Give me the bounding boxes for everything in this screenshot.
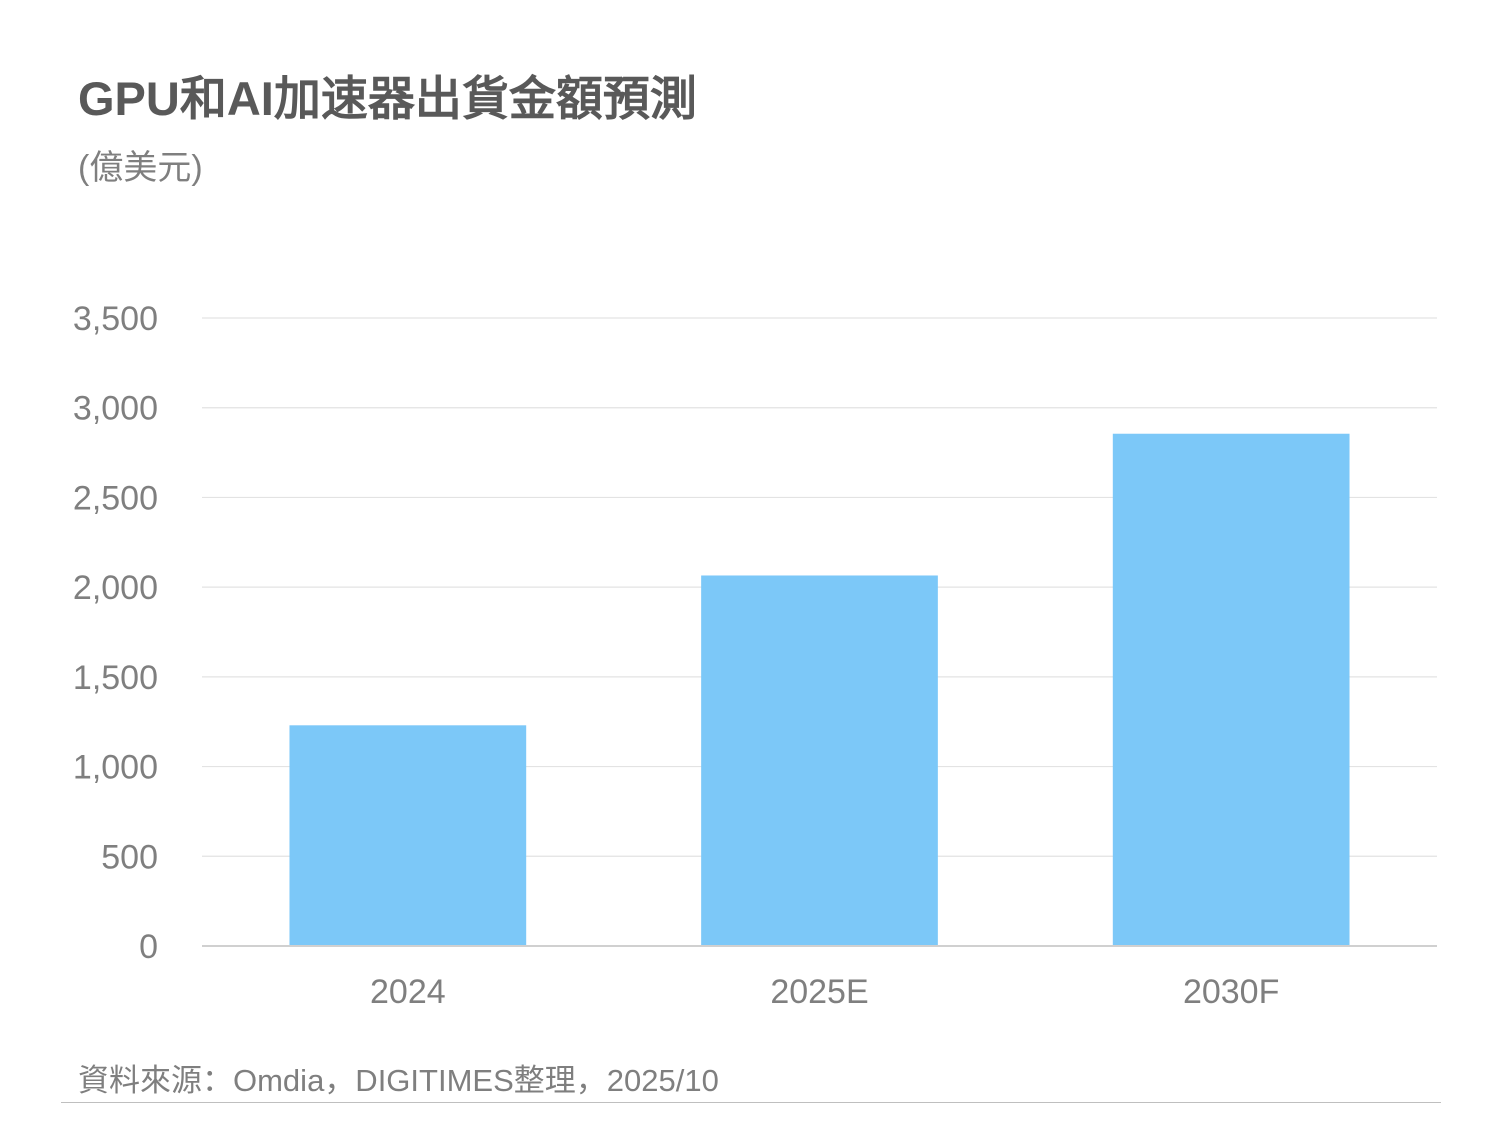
source-note: 資料來源：Omdia，DIGITIMES整理，2025/10: [78, 1063, 719, 1098]
x-tick-label: 2024: [370, 973, 446, 1011]
y-tick-label: 1,000: [73, 749, 158, 787]
bar-2024: [289, 725, 527, 946]
x-axis-ticks: 2024 2025E 2030F: [370, 973, 1279, 1011]
x-tick-label: 2030F: [1183, 973, 1279, 1011]
y-tick-label: 1,500: [73, 659, 158, 697]
y-tick-label: 3,000: [73, 390, 158, 428]
y-tick-label: 0: [139, 928, 158, 966]
y-tick-label: 500: [101, 838, 158, 876]
chart-title: GPU和AI加速器出貨金額預測: [78, 72, 697, 125]
bar-2030f: [1112, 433, 1350, 946]
bottom-divider: [61, 1102, 1441, 1103]
y-tick-label: 2,500: [73, 479, 158, 517]
bar-2025e: [701, 575, 938, 946]
chart-unit-label: (億美元): [78, 149, 203, 187]
y-tick-label: 3,500: [73, 300, 158, 338]
bars: [289, 433, 1350, 946]
y-tick-label: 2,000: [73, 569, 158, 607]
x-tick-label: 2025E: [770, 973, 868, 1011]
y-axis-ticks: 0 500 1,000 1,500 2,000 2,500 3,000 3,500: [73, 300, 158, 966]
